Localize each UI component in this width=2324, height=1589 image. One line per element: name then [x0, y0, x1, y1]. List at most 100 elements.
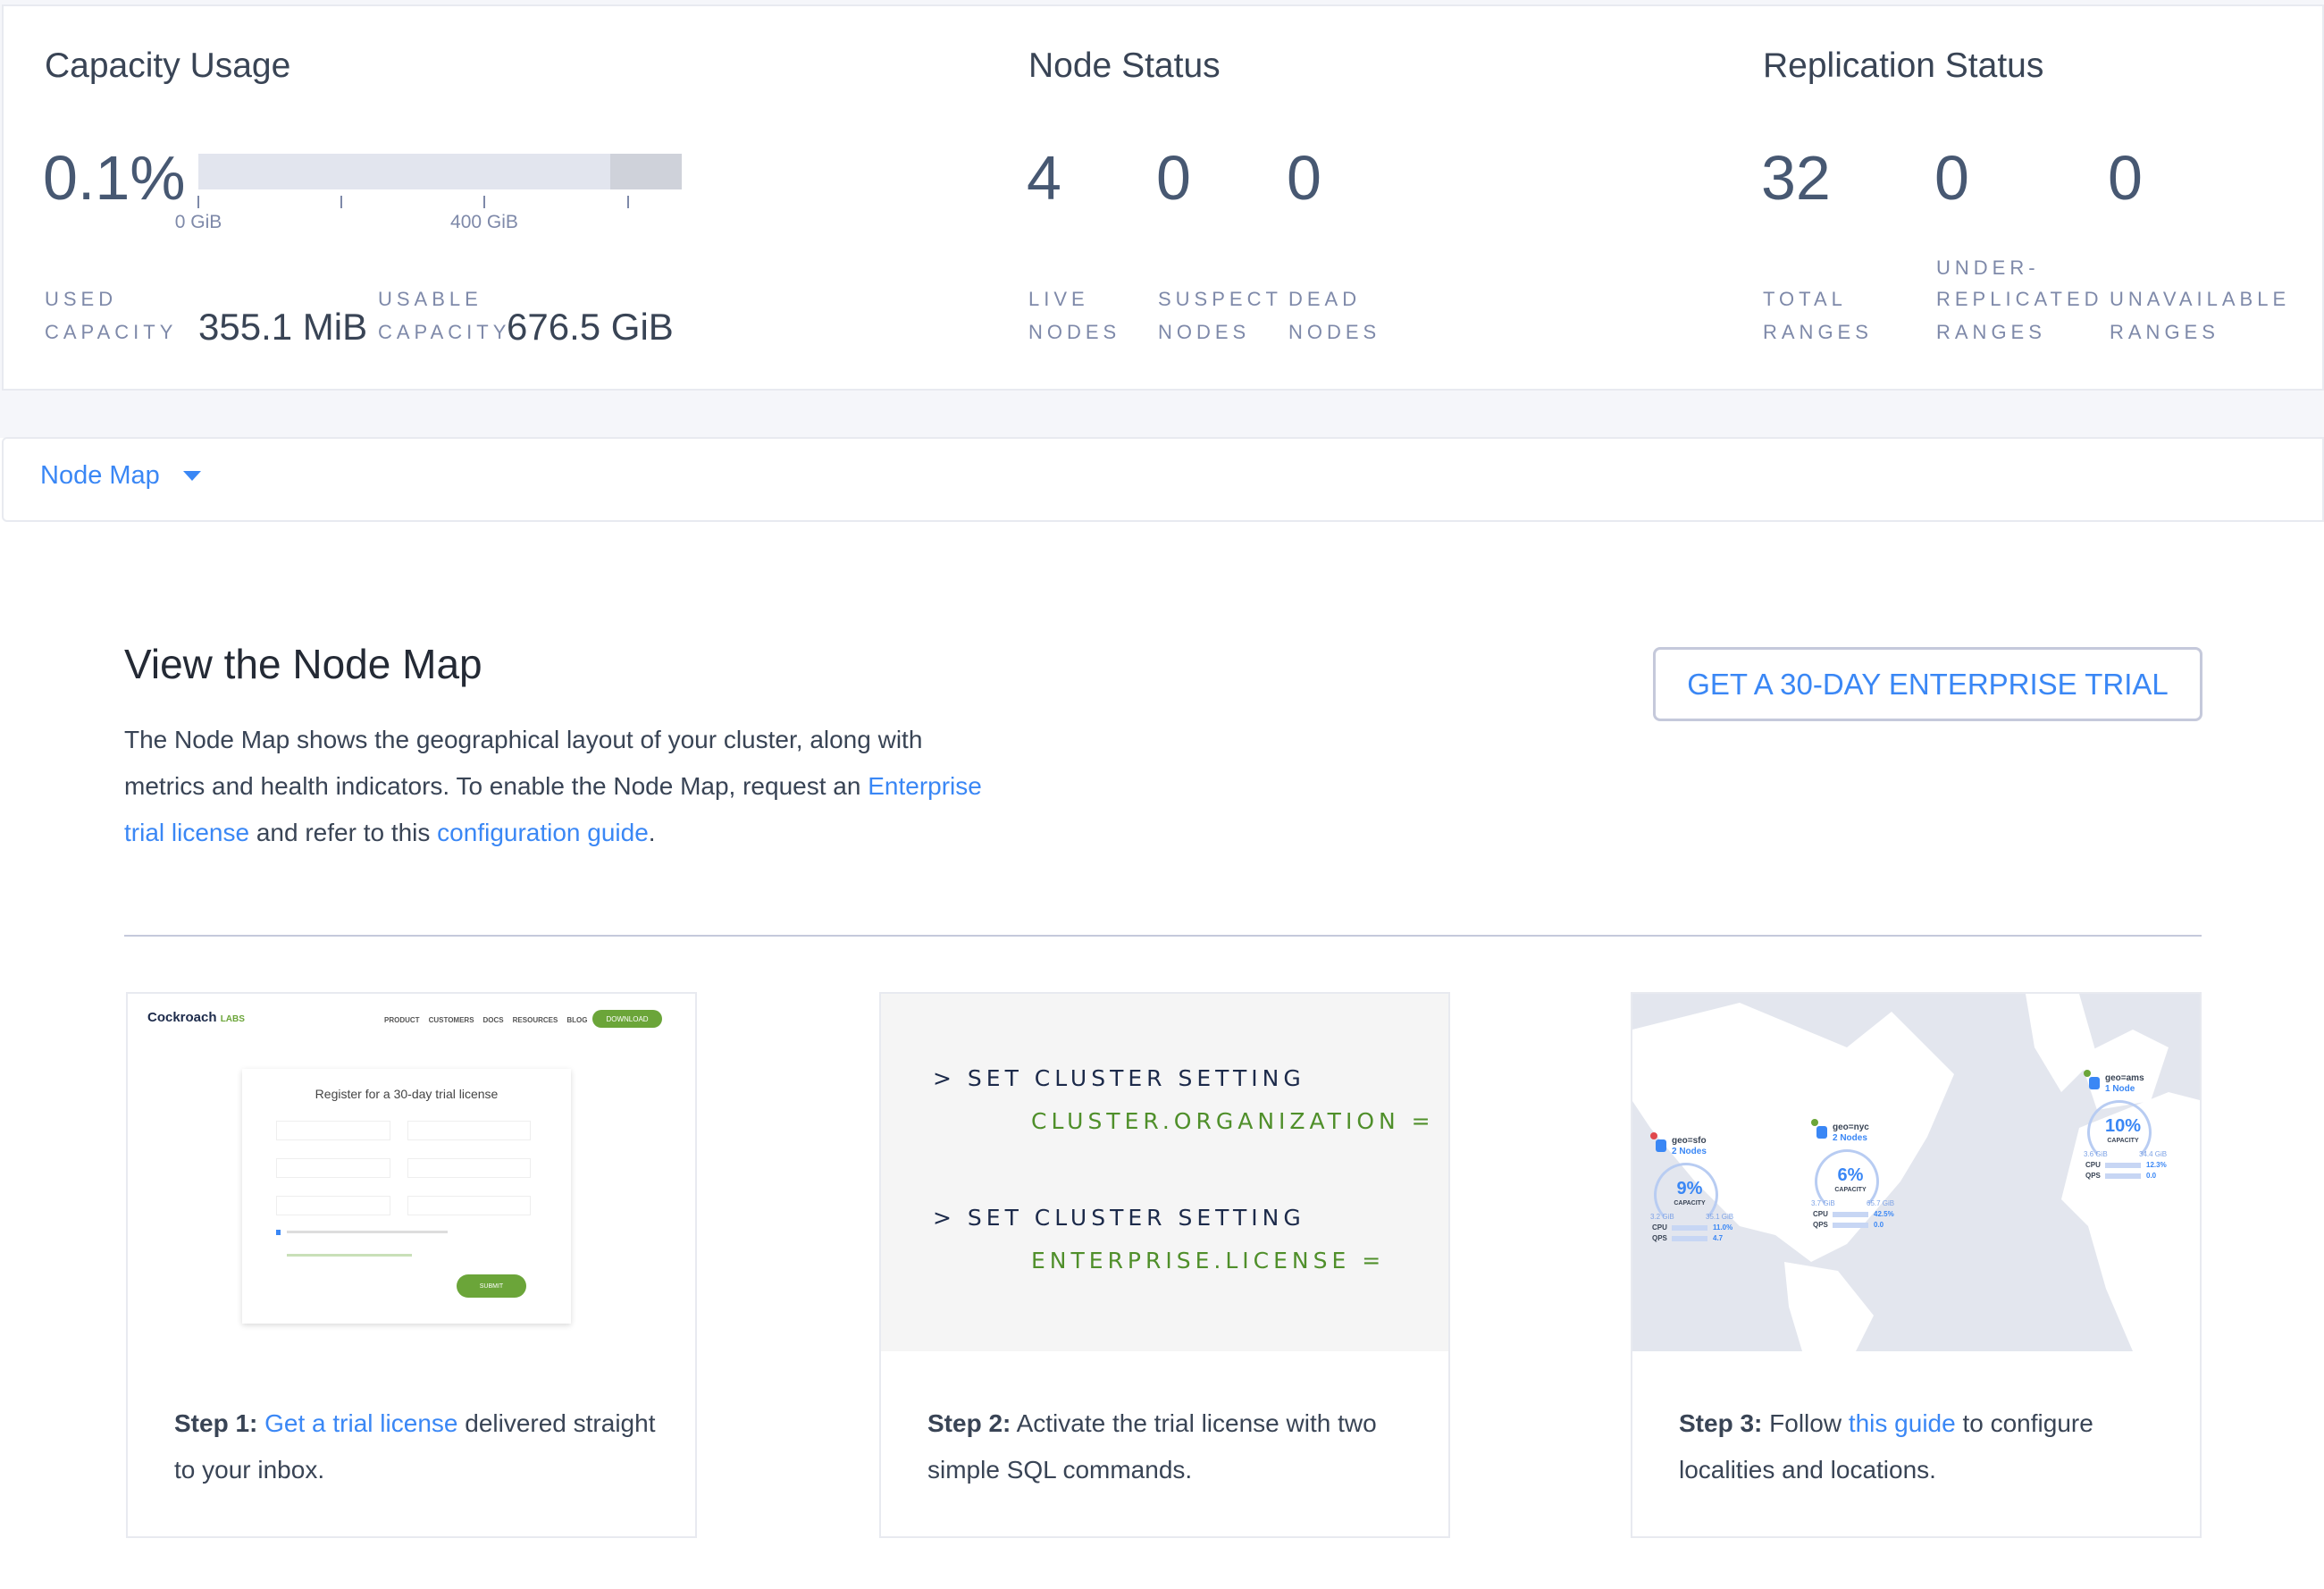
cpu-value: 42.5% — [1874, 1210, 1894, 1218]
total: 35.1 GiB — [1706, 1213, 1734, 1221]
view-dropdown-label: Node Map — [40, 461, 160, 490]
caret-down-icon — [182, 471, 201, 481]
enterprise-trial-license-link[interactable]: Enterprise trial license — [124, 772, 982, 846]
capacity-bar — [198, 154, 682, 189]
qps-value: 0.0 — [2146, 1172, 2157, 1180]
database-icon — [2089, 1077, 2100, 1089]
total-ranges-label: RANGES — [1763, 321, 1873, 343]
used-capacity-value: 355.1 MiB — [198, 306, 368, 348]
unavailable-ranges-value: 0 — [2108, 143, 2143, 213]
used: 3.7 GiB — [1811, 1199, 1835, 1207]
capacity-gauge — [1654, 1163, 1718, 1227]
node-map-illustration: geo=sfo 2 Nodes 9% CAPACITY 3.2 GiB 35.1 GiB C… — [1632, 994, 2200, 1351]
description-text: and refer to this — [249, 819, 438, 846]
used: 3.2 GiB — [1650, 1213, 1674, 1221]
bar-tick-label: 400 GiB — [450, 212, 518, 232]
unavailable-ranges-label: UNAVAILABLE — [2110, 288, 2291, 310]
used-capacity-label: CAPACITY — [45, 321, 178, 343]
step-3-card: geo=sfo 2 Nodes 9% CAPACITY 3.2 GiB 35.1 GiB C… — [1631, 992, 2202, 1538]
capacity-gauge — [2087, 1100, 2152, 1164]
view-selector-bar — [2, 437, 2324, 522]
cluster-summary-panel — [2, 4, 2324, 391]
replication-status-title: Replication Status — [1763, 46, 2044, 85]
node-count: 2 Nodes — [1672, 1147, 1707, 1156]
sql-commands-illustration: > SET CLUSTER SETTING CLUSTER.ORGANIZATI… — [881, 994, 1448, 1351]
database-icon — [1656, 1139, 1666, 1152]
node-map-description: The Node Map shows the geographical layo… — [124, 717, 982, 856]
form-title: Register for a 30-day trial license — [315, 1087, 499, 1101]
total: 34.4 GiB — [2139, 1150, 2168, 1158]
node-locality: geo=ams — [2105, 1073, 2144, 1083]
dead-nodes-label: NODES — [1288, 321, 1381, 343]
capacity-gauge — [1815, 1149, 1879, 1214]
status-dot-icon — [1650, 1132, 1657, 1139]
step-2-card: > SET CLUSTER SETTING CLUSTER.ORGANIZATI… — [879, 992, 1450, 1538]
capacity-percent: 0.1% — [43, 143, 186, 213]
qps-value: 0.0 — [1874, 1221, 1884, 1229]
step-3-caption: Step 3: Follow this guide to configure l… — [1679, 1409, 2093, 1484]
sql-line: ENTERPRISE.LICENSE = — [1031, 1248, 1386, 1274]
bar-tick-label: 0 GiB — [174, 212, 222, 232]
under-replicated-value: 0 — [1934, 143, 1969, 213]
used: 3.6 GiB — [2084, 1150, 2108, 1158]
bar-tick — [627, 196, 629, 208]
get-trial-license-link[interactable]: Get a trial license — [264, 1409, 458, 1437]
capacity-label: CAPACITY — [1674, 1200, 1706, 1206]
step-1-caption: Step 1: Get a trial license delivered st… — [174, 1409, 656, 1484]
capacity-percent: 9% — [1676, 1179, 1703, 1198]
this-guide-link[interactable]: this guide — [1848, 1409, 1956, 1437]
total-ranges-label: TOTAL — [1763, 288, 1847, 310]
capacity-usage-title: Capacity Usage — [45, 46, 291, 85]
download-pill: DOWNLOAD — [592, 1010, 662, 1028]
used-capacity-label: USED — [45, 288, 118, 310]
total-ranges-value: 32 — [1761, 143, 1831, 213]
site-menu: PRODUCT CUSTOMERS DOCS RESOURCES BLOG — [384, 1016, 588, 1024]
usable-capacity-label: USABLE — [378, 288, 482, 310]
live-nodes-label: NODES — [1028, 321, 1121, 343]
trial-registration-screenshot: Cockroach LABS PRODUCT CUSTOMERS DOCS RESOU… — [128, 994, 695, 1351]
configuration-guide-link[interactable]: configuration guide — [437, 819, 649, 846]
under-replicated-label: UNDER- — [1936, 256, 2040, 279]
submit-pill: SUBMIT — [457, 1274, 526, 1298]
node-count: 1 Node — [2105, 1084, 2135, 1094]
sql-line: > SET CLUSTER SETTING — [933, 1205, 1305, 1231]
capacity-bar-reserved — [610, 154, 682, 189]
total: 65.7 GiB — [1867, 1199, 1895, 1207]
dead-nodes-label: DEAD — [1288, 288, 1362, 310]
capacity-percent: 10% — [2104, 1116, 2142, 1136]
capacity-label: CAPACITY — [1834, 1187, 1867, 1193]
bar-tick — [197, 196, 199, 208]
sql-line: > SET CLUSTER SETTING — [933, 1065, 1305, 1091]
divider — [124, 935, 2202, 937]
status-dot-icon — [1811, 1119, 1818, 1126]
node-status-title: Node Status — [1028, 46, 1221, 85]
cockroach-labs-logo: Cockroach LABS — [147, 1010, 245, 1025]
usable-capacity-value: 676.5 GiB — [507, 306, 674, 348]
dead-nodes-value: 0 — [1287, 143, 1321, 213]
enterprise-trial-button[interactable]: GET A 30-DAY ENTERPRISE TRIAL — [1653, 647, 2202, 721]
live-nodes-label: LIVE — [1028, 288, 1089, 310]
cpu-value: 11.0% — [1713, 1223, 1733, 1232]
description-text: . — [648, 819, 656, 846]
description-text: The Node Map shows the geographical layo… — [124, 726, 923, 800]
node-count: 2 Nodes — [1833, 1133, 1867, 1143]
capacity-percent: 6% — [1837, 1165, 1864, 1185]
unavailable-ranges-label: RANGES — [2110, 321, 2219, 343]
bar-tick — [340, 196, 342, 208]
node-locality: geo=sfo — [1672, 1136, 1707, 1146]
usable-capacity-label: CAPACITY — [378, 321, 511, 343]
suspect-nodes-label: SUSPECT — [1158, 288, 1282, 310]
world-map — [1632, 994, 2200, 1351]
view-dropdown[interactable]: Node Map — [40, 461, 201, 491]
node-map-title: View the Node Map — [124, 641, 482, 687]
capacity-label: CAPACITY — [2107, 1138, 2139, 1144]
status-dot-icon — [2084, 1070, 2091, 1077]
under-replicated-label: RANGES — [1936, 321, 2046, 343]
step-1-card: Cockroach LABS PRODUCT CUSTOMERS DOCS RESOU… — [126, 992, 697, 1538]
step-2-caption: Step 2: Activate the trial license with … — [927, 1409, 1377, 1484]
sql-line: CLUSTER.ORGANIZATION = — [1031, 1108, 1435, 1134]
database-icon — [1816, 1126, 1827, 1139]
suspect-nodes-label: NODES — [1158, 321, 1251, 343]
cpu-value: 12.3% — [2146, 1161, 2167, 1169]
qps-value: 4.7 — [1713, 1234, 1724, 1242]
